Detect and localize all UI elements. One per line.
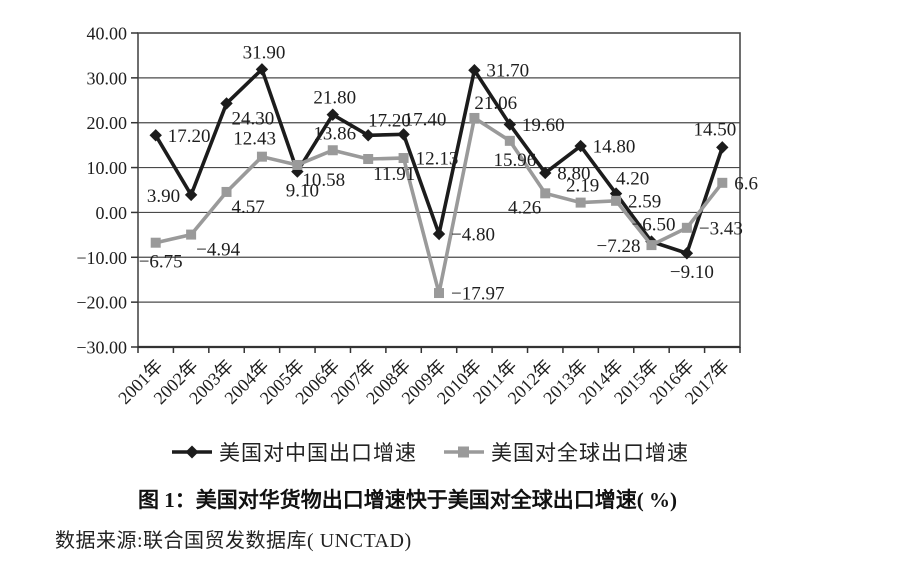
data-point-label: 2.19 <box>566 176 599 197</box>
data-point-marker <box>397 128 410 141</box>
data-point-marker <box>575 197 586 208</box>
data-point-label: 17.40 <box>404 109 447 130</box>
data-point-label: 31.90 <box>243 42 286 63</box>
legend-label-us-china: 美国对中国出口增速 <box>219 441 417 465</box>
data-point-label: −9.10 <box>670 262 714 283</box>
line-chart-plot: 40.00 30.00 20.00 10.00 0.00 −10.00 −20.00 −30.… <box>76 24 758 409</box>
data-point-label: 21.80 <box>313 88 356 109</box>
y-axis-label: 0.00 <box>96 203 128 223</box>
legend-square-marker-icon <box>444 446 484 458</box>
data-point-marker <box>398 153 409 164</box>
data-point-label: 31.70 <box>486 61 529 82</box>
y-axis-label: −30.00 <box>76 338 127 358</box>
data-point-label: −4.80 <box>451 224 495 245</box>
data-point-marker <box>717 177 728 188</box>
data-point-marker <box>681 222 692 233</box>
data-point-label: 4.57 <box>232 197 265 218</box>
data-point-marker <box>611 195 622 206</box>
data-point-marker <box>539 166 552 180</box>
data-point-marker <box>292 159 303 170</box>
data-point-label: 2.59 <box>628 191 661 212</box>
data-point-label: 24.30 <box>232 108 275 129</box>
data-point-marker <box>186 229 197 240</box>
legend-item-us-global: 美国对全球出口增速 <box>443 437 689 467</box>
data-point-marker <box>184 188 198 202</box>
data-point-label: 15.96 <box>493 150 536 171</box>
data-point-label: −7.28 <box>597 236 641 257</box>
data-point-marker <box>361 129 375 142</box>
y-axis-label: −10.00 <box>76 248 127 268</box>
y-axis-label: 30.00 <box>87 68 128 88</box>
data-point-marker <box>255 63 269 76</box>
chart-legend: 美国对中国出口增速 美国对全球出口增速 <box>0 437 860 467</box>
figure-source: 数据来源:联合国贸发数据库( UNCTAD) <box>55 530 412 552</box>
data-point-marker <box>150 237 161 248</box>
data-point-label: 19.60 <box>522 115 565 136</box>
y-axis-label: 10.00 <box>87 158 128 178</box>
figure-caption: 图 1：美国对华货物出口增速快于美国对全球出口增速( %) <box>138 488 677 512</box>
data-point-marker <box>432 227 446 241</box>
data-point-label: 13.86 <box>313 123 356 144</box>
data-point-label: 3.90 <box>147 186 180 207</box>
legend-label-us-global: 美国对全球出口增速 <box>491 441 689 465</box>
legend-item-us-china: 美国对中国出口增速 <box>171 437 417 467</box>
data-point-marker <box>716 141 729 154</box>
data-point-label: −6.75 <box>139 252 183 273</box>
y-axis-label: 40.00 <box>87 24 128 44</box>
data-point-marker <box>434 288 444 299</box>
data-point-label: 4.20 <box>616 169 649 190</box>
data-point-marker <box>220 97 233 110</box>
data-point-label: −3.43 <box>699 218 743 239</box>
data-point-label: 6.6 <box>734 173 758 194</box>
data-point-label: −4.94 <box>196 240 240 261</box>
data-point-label: −6.50 <box>631 215 675 236</box>
data-point-label: 8.80 <box>557 163 590 184</box>
data-point-label: 4.26 <box>508 197 541 218</box>
data-point-label: 12.43 <box>233 129 276 150</box>
data-point-label: 17.20 <box>168 126 211 147</box>
y-axis-label: 20.00 <box>87 113 128 133</box>
data-point-marker <box>680 247 694 260</box>
data-point-marker <box>574 139 587 153</box>
data-point-label: 12.13 <box>416 149 459 170</box>
legend-diamond-marker-icon <box>172 445 212 459</box>
data-point-label: 11.91 <box>373 164 415 185</box>
data-point-marker <box>149 129 162 142</box>
data-point-marker <box>326 108 339 121</box>
y-axis-label: −20.00 <box>76 293 127 313</box>
data-point-label: 14.50 <box>694 119 737 140</box>
data-point-marker <box>646 240 657 251</box>
data-point-marker <box>221 186 232 197</box>
data-point-label: 21.06 <box>474 93 517 114</box>
data-point-marker <box>468 64 481 77</box>
data-point-marker <box>256 151 267 162</box>
data-point-label: 17.20 <box>368 110 411 131</box>
data-point-label: 10.58 <box>302 170 345 191</box>
data-point-marker <box>327 145 338 156</box>
data-point-marker <box>503 118 517 131</box>
data-point-marker <box>363 154 374 165</box>
data-point-label: −17.97 <box>451 284 504 305</box>
data-point-marker <box>469 112 480 123</box>
data-point-marker <box>540 188 551 199</box>
data-point-label: 9.10 <box>286 181 319 202</box>
data-point-marker <box>504 135 515 146</box>
data-point-label: 14.80 <box>593 137 636 158</box>
